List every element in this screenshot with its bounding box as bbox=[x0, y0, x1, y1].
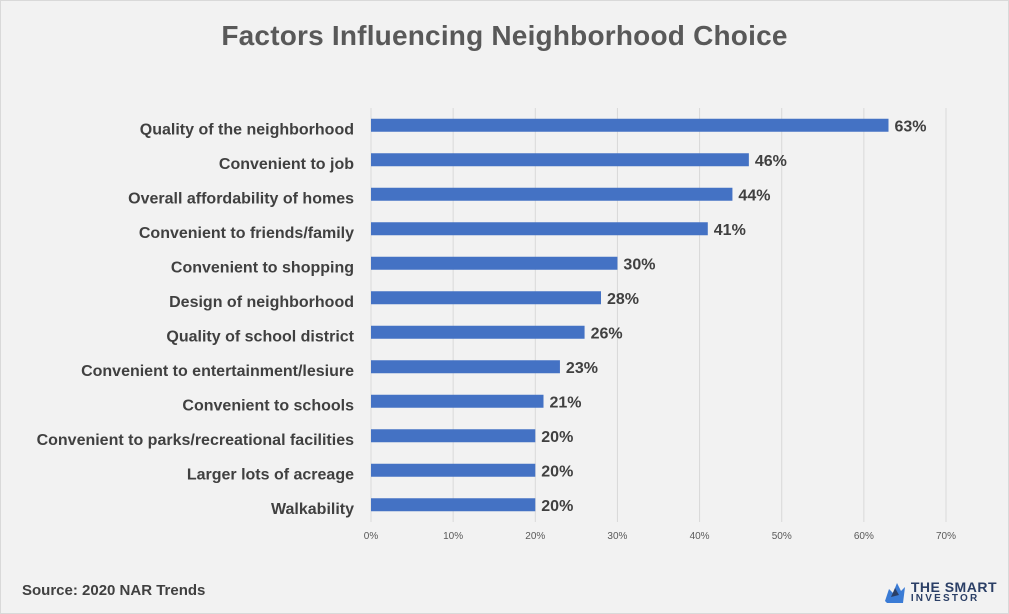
data-label: 20% bbox=[541, 429, 573, 446]
category-label: Quality of the neighborhood bbox=[140, 121, 354, 138]
bull-logo-icon bbox=[884, 583, 905, 603]
category-label: Convenient to shopping bbox=[171, 259, 354, 276]
bar bbox=[371, 153, 749, 167]
bar bbox=[371, 463, 536, 477]
category-label: Convenient to parks/recreational facilit… bbox=[37, 432, 355, 449]
logo-line-2: INVESTOR bbox=[910, 593, 980, 604]
data-label: 30% bbox=[623, 256, 655, 273]
bar bbox=[371, 222, 708, 236]
x-tick-label: 10% bbox=[443, 531, 463, 542]
data-label: 26% bbox=[591, 325, 623, 342]
bar bbox=[371, 498, 536, 512]
category-label: Convenient to entertainment/lesiure bbox=[81, 363, 354, 380]
bar bbox=[371, 256, 618, 270]
category-label: Design of neighborhood bbox=[169, 294, 354, 311]
data-label: 46% bbox=[755, 153, 787, 170]
data-label: 20% bbox=[541, 498, 573, 515]
bar bbox=[371, 291, 601, 305]
source-note: Source: 2020 NAR Trends bbox=[22, 582, 206, 599]
data-label: 20% bbox=[541, 463, 573, 480]
data-label: 44% bbox=[738, 187, 770, 204]
data-label: 28% bbox=[607, 291, 639, 308]
data-label: 41% bbox=[714, 222, 746, 239]
brand-logo: THE SMART INVESTOR bbox=[883, 578, 997, 606]
category-label: Walkability bbox=[271, 501, 354, 518]
category-label: Convenient to friends/family bbox=[139, 225, 354, 242]
data-label: 23% bbox=[566, 360, 598, 377]
category-label: Convenient to schools bbox=[182, 397, 354, 414]
x-tick-label: 50% bbox=[772, 531, 792, 542]
category-label: Overall affordability of homes bbox=[128, 190, 354, 207]
x-tick-label: 30% bbox=[607, 531, 627, 542]
bar bbox=[371, 118, 889, 132]
bar bbox=[371, 187, 733, 201]
data-label: 21% bbox=[550, 394, 582, 411]
x-tick-label: 60% bbox=[854, 531, 874, 542]
chart-title: Factors Influencing Neighborhood Choice bbox=[221, 20, 788, 51]
bar bbox=[371, 429, 536, 443]
bar bbox=[371, 360, 560, 374]
bar bbox=[371, 394, 544, 408]
x-tick-label: 20% bbox=[525, 531, 545, 542]
logo-line-1: THE SMART bbox=[910, 579, 997, 595]
category-label: Larger lots of acreage bbox=[187, 466, 354, 483]
x-tick-label: 70% bbox=[936, 531, 956, 542]
category-label: Quality of school district bbox=[166, 328, 354, 345]
x-tick-label: 40% bbox=[690, 531, 710, 542]
bar bbox=[371, 325, 585, 339]
x-tick-label: 0% bbox=[364, 531, 379, 542]
category-label: Convenient to job bbox=[219, 156, 354, 173]
data-label: 63% bbox=[895, 118, 927, 135]
